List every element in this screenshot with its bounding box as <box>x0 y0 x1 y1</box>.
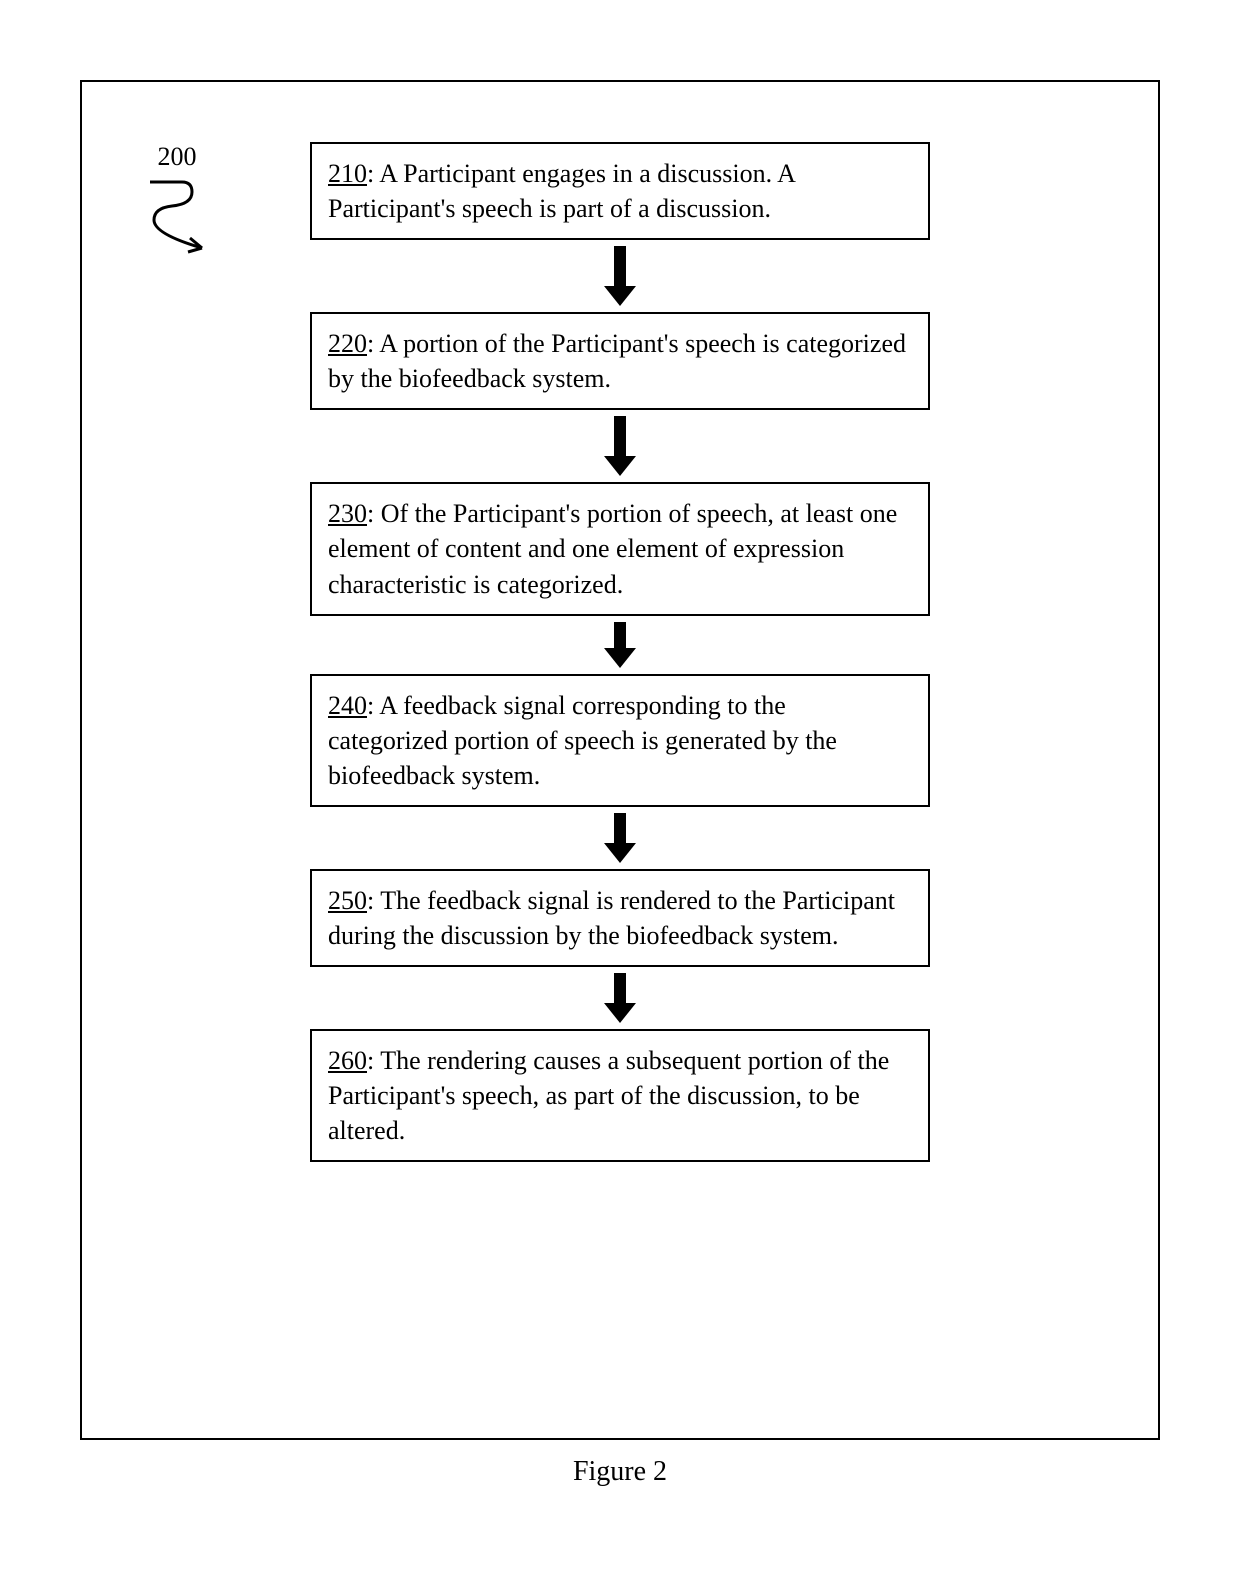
reference-squiggle-icon <box>142 176 212 256</box>
flow-arrow-icon <box>604 622 636 668</box>
arrow-head-icon <box>604 286 636 306</box>
flow-node-210: 210: A Participant engages in a discussi… <box>310 142 930 240</box>
arrow-head-icon <box>604 648 636 668</box>
flow-arrow-icon <box>604 246 636 306</box>
flow-arrow-icon <box>604 813 636 863</box>
arrow-shaft <box>614 622 626 648</box>
reference-number-label: 200 <box>142 142 212 263</box>
flowchart-container: 210: A Participant engages in a discussi… <box>82 82 1158 1162</box>
flow-arrow-icon <box>604 973 636 1023</box>
step-number: 220 <box>328 329 367 358</box>
arrow-head-icon <box>604 456 636 476</box>
arrow-head-icon <box>604 1003 636 1023</box>
flow-node-250: 250: The feedback signal is rendered to … <box>310 869 930 967</box>
step-text: : A portion of the Participant's speech … <box>328 329 906 393</box>
step-text: : Of the Participant's portion of speech… <box>328 499 897 598</box>
flow-arrow-icon <box>604 416 636 476</box>
arrow-shaft <box>614 416 626 456</box>
step-number: 260 <box>328 1046 367 1075</box>
step-text: : The rendering causes a subsequent port… <box>328 1046 889 1145</box>
step-number: 240 <box>328 691 367 720</box>
flow-node-240: 240: A feedback signal corresponding to … <box>310 674 930 807</box>
arrow-shaft <box>614 973 626 1003</box>
flow-node-220: 220: A portion of the Participant's spee… <box>310 312 930 410</box>
step-text: : A Participant engages in a discussion.… <box>328 159 795 223</box>
arrow-head-icon <box>604 843 636 863</box>
flow-node-230: 230: Of the Participant's portion of spe… <box>310 482 930 615</box>
arrow-shaft <box>614 246 626 286</box>
reference-number-text: 200 <box>142 142 212 172</box>
flow-node-260: 260: The rendering causes a subsequent p… <box>310 1029 930 1162</box>
diagram-frame: 200 210: A Participant engages in a disc… <box>80 80 1160 1440</box>
figure-caption: Figure 2 <box>0 1456 1240 1488</box>
step-number: 230 <box>328 499 367 528</box>
step-text: : A feedback signal corresponding to the… <box>328 691 837 790</box>
arrow-shaft <box>614 813 626 843</box>
step-number: 250 <box>328 886 367 915</box>
step-number: 210 <box>328 159 367 188</box>
step-text: : The feedback signal is rendered to the… <box>328 886 895 950</box>
